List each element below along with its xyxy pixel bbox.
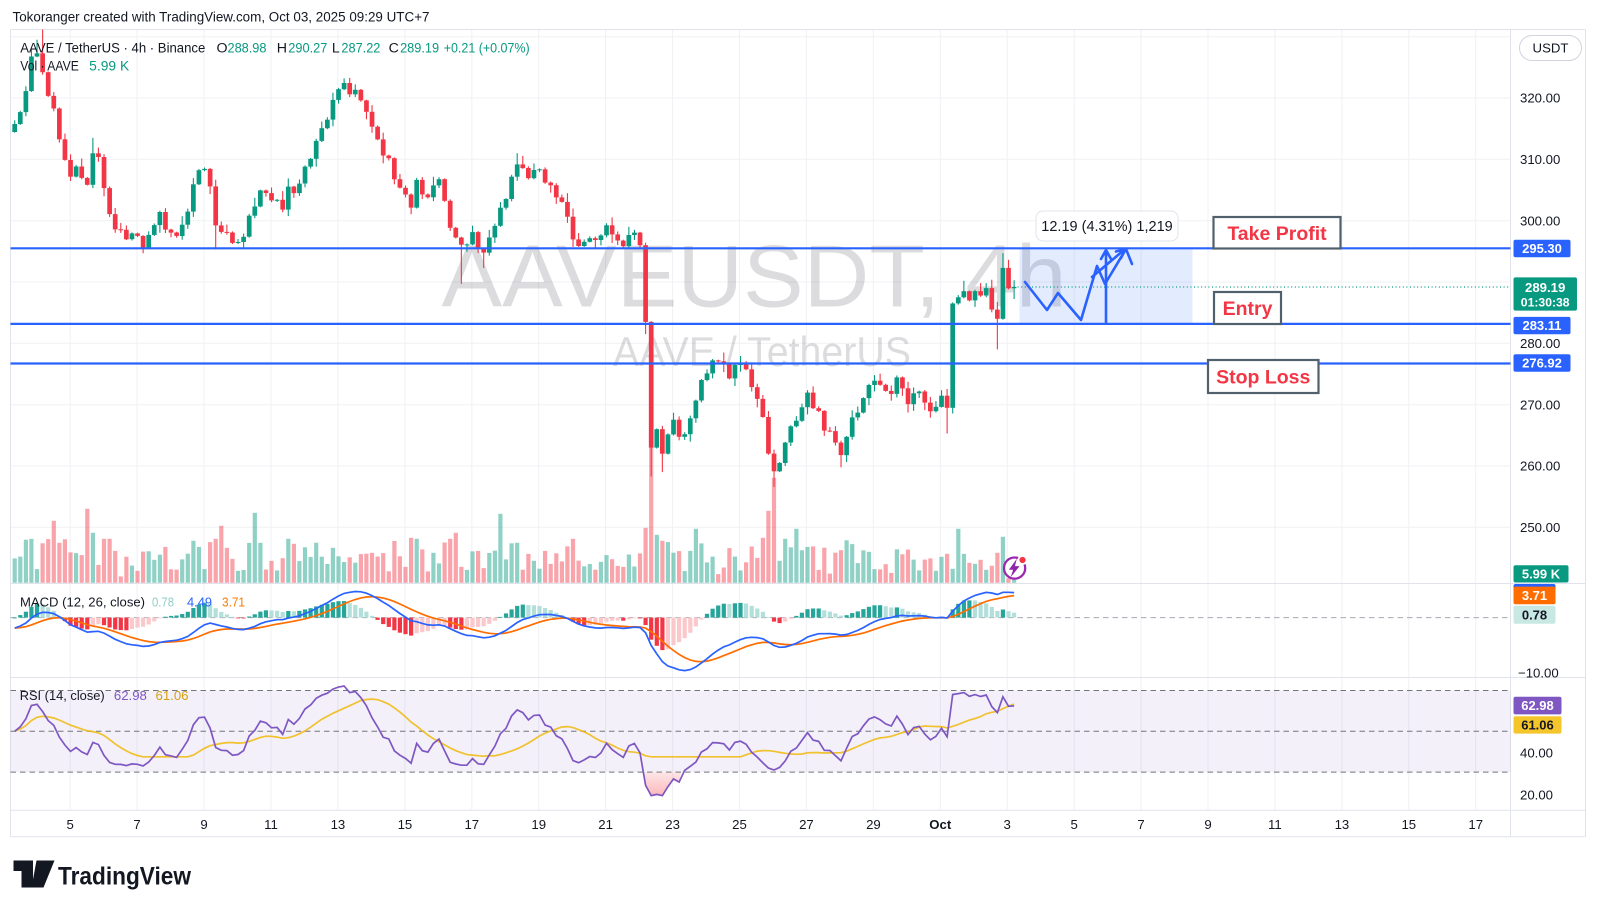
svg-text:27: 27 (799, 817, 814, 832)
svg-text:270.00: 270.00 (1520, 397, 1560, 412)
svg-text:21: 21 (598, 817, 613, 832)
svg-text:L: L (332, 41, 340, 57)
svg-text:17: 17 (1468, 817, 1483, 832)
svg-text:RSI (14, close): RSI (14, close) (20, 688, 105, 703)
svg-text:23: 23 (665, 817, 680, 832)
svg-text:AAVEUSDT, 4h: AAVEUSDT, 4h (442, 227, 1067, 326)
svg-text:288.98: 288.98 (228, 41, 267, 57)
svg-text:15: 15 (1401, 817, 1416, 832)
svg-text:280.00: 280.00 (1520, 336, 1560, 351)
svg-text:MACD (12, 26, close): MACD (12, 26, close) (20, 595, 145, 610)
svg-text:283.11: 283.11 (1522, 318, 1561, 333)
svg-text:H: H (277, 41, 287, 57)
svg-text:9: 9 (200, 817, 207, 832)
svg-text:13: 13 (1335, 817, 1350, 832)
svg-text:276.92: 276.92 (1522, 356, 1562, 371)
svg-text:Take Profit: Take Profit (1227, 223, 1327, 245)
svg-text:300.00: 300.00 (1520, 213, 1560, 228)
svg-text:290.27: 290.27 (288, 41, 327, 57)
svg-text:01:30:38: 01:30:38 (1521, 296, 1570, 310)
svg-text:AAVE / TetherUS · 4h · Binance: AAVE / TetherUS · 4h · Binance (20, 41, 205, 57)
svg-text:O: O (217, 41, 228, 57)
svg-text:12.19 (4.31%) 1,219: 12.19 (4.31%) 1,219 (1041, 219, 1172, 235)
svg-text:15: 15 (398, 817, 413, 832)
svg-text:295.30: 295.30 (1522, 241, 1562, 256)
svg-text:11: 11 (264, 817, 278, 832)
svg-text:USDT: USDT (1533, 40, 1569, 55)
svg-text:62.98: 62.98 (114, 688, 147, 703)
svg-text:+0.21 (+0.07%): +0.21 (+0.07%) (444, 41, 530, 57)
svg-text:C: C (389, 41, 399, 57)
svg-text:62.98: 62.98 (1521, 698, 1554, 713)
svg-text:289.19: 289.19 (1525, 280, 1565, 295)
svg-text:25: 25 (732, 817, 747, 832)
svg-text:TradingView: TradingView (58, 863, 191, 891)
svg-text:61.06: 61.06 (1521, 718, 1554, 733)
svg-text:5.99 K: 5.99 K (1522, 567, 1561, 582)
svg-text:19: 19 (531, 817, 546, 832)
svg-text:0.78: 0.78 (152, 595, 174, 610)
svg-text:4.49: 4.49 (187, 595, 212, 610)
svg-text:40.00: 40.00 (1520, 746, 1553, 761)
svg-text:AAVE / TetherUS: AAVE / TetherUS (613, 328, 911, 375)
svg-text:320.00: 320.00 (1520, 91, 1560, 106)
svg-text:Entry: Entry (1223, 298, 1273, 320)
svg-text:Tokoranger created with Tradin: Tokoranger created with TradingView.com,… (13, 10, 430, 26)
svg-text:5: 5 (67, 817, 74, 832)
svg-text:11: 11 (1268, 817, 1282, 832)
svg-text:3.71: 3.71 (222, 595, 245, 610)
svg-text:Vol · AAVE: Vol · AAVE (20, 59, 79, 74)
svg-text:−10.00: −10.00 (1518, 665, 1559, 680)
svg-text:250.00: 250.00 (1520, 520, 1560, 535)
svg-text:20.00: 20.00 (1520, 788, 1553, 803)
svg-text:5.99 K: 5.99 K (89, 59, 129, 74)
svg-text:310.00: 310.00 (1520, 152, 1560, 167)
svg-text:0.78: 0.78 (1522, 607, 1547, 622)
svg-text:17: 17 (464, 817, 479, 832)
svg-text:7: 7 (133, 817, 140, 832)
svg-text:289.19: 289.19 (400, 41, 439, 57)
svg-text:7: 7 (1137, 817, 1144, 832)
svg-text:287.22: 287.22 (341, 41, 380, 57)
svg-text:13: 13 (331, 817, 346, 832)
svg-text:9: 9 (1204, 817, 1211, 832)
svg-text:61.06: 61.06 (156, 688, 189, 703)
svg-text:Oct: Oct (929, 817, 952, 832)
svg-text:5: 5 (1071, 817, 1078, 832)
svg-text:3.71: 3.71 (1522, 588, 1547, 603)
svg-text:3: 3 (1004, 817, 1011, 832)
svg-text:29: 29 (866, 817, 881, 832)
svg-text:260.00: 260.00 (1520, 459, 1560, 474)
svg-text:Stop Loss: Stop Loss (1216, 367, 1310, 389)
